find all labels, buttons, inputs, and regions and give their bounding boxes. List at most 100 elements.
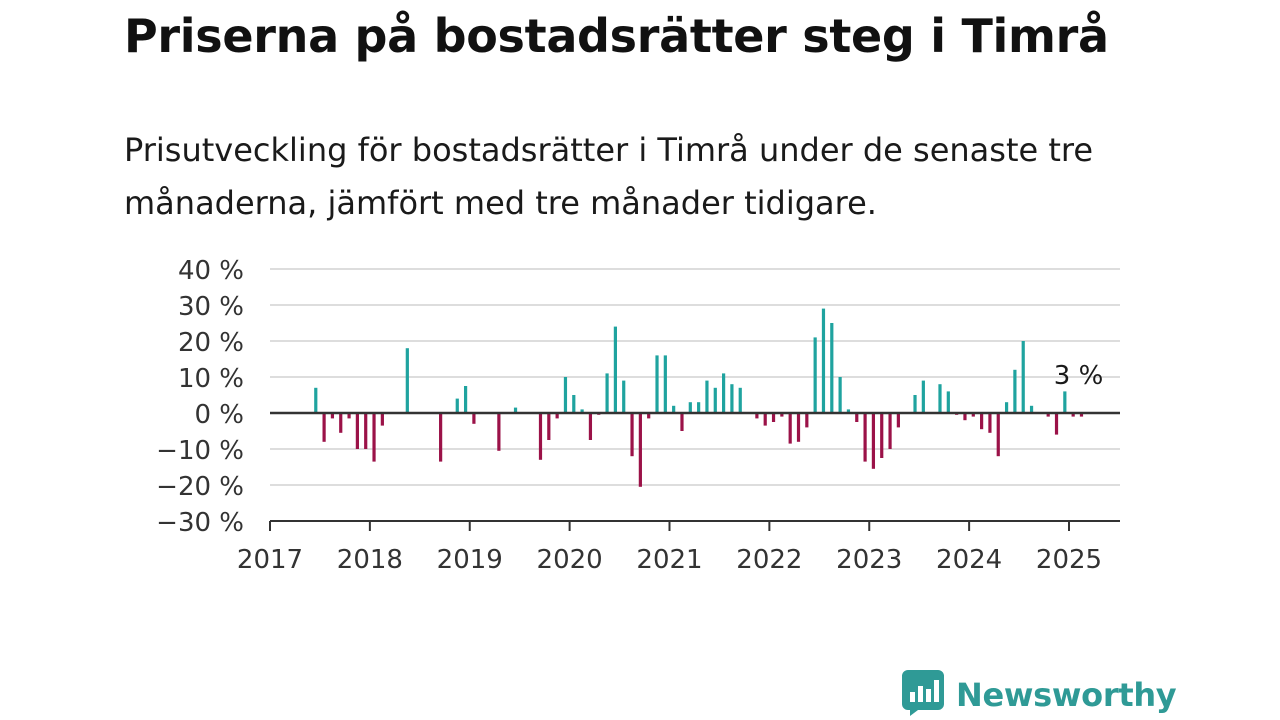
bar [405, 348, 409, 413]
bar [330, 413, 335, 419]
bar [547, 413, 551, 440]
bar [672, 405, 676, 413]
latest-value-annotation: 3 % [1054, 361, 1104, 391]
bar [971, 413, 975, 417]
bar [838, 377, 842, 413]
bar [1079, 413, 1084, 417]
bar [913, 395, 917, 413]
y-tick-label: −10 % [156, 436, 244, 466]
y-tick-label: 10 % [178, 364, 244, 394]
x-tick-label: 2024 [936, 545, 1002, 575]
bar [722, 373, 726, 413]
bar [988, 413, 992, 433]
x-tick-label: 2022 [736, 545, 802, 575]
axes [270, 411, 1120, 522]
y-tick-label: −30 % [156, 508, 244, 538]
bar [314, 387, 318, 413]
bar [980, 413, 984, 430]
bar [630, 413, 634, 457]
bar [455, 398, 459, 413]
bar [921, 380, 925, 413]
bar [705, 380, 709, 413]
x-tick-label: 2023 [836, 545, 902, 575]
bar [680, 413, 684, 431]
bar [355, 413, 359, 449]
bar [805, 413, 809, 428]
bar [322, 413, 326, 442]
bar [697, 402, 701, 413]
y-axis-ticks: 40 % 30 % 20 % 10 % 0 % −10 % −20 % −30 % [156, 256, 244, 538]
chart-subtitle: Prisutveckling för bostadsrätter i Timrå… [124, 131, 1094, 222]
bar [855, 413, 859, 422]
gridlines [270, 268, 1120, 486]
bar [613, 326, 617, 413]
bar [655, 355, 659, 413]
bar [439, 413, 443, 462]
bar [780, 413, 784, 417]
bar [896, 413, 900, 428]
y-tick-label: 30 % [178, 292, 244, 322]
y-tick-label: 40 % [178, 256, 244, 286]
bar [1004, 402, 1009, 413]
bar [771, 413, 776, 422]
bar [1029, 405, 1034, 413]
bar [572, 395, 576, 413]
chart-title: Priserna på bostadsrätter steg i Timrå [124, 9, 1109, 63]
newsworthy-logo: Newsworthy [902, 670, 1177, 720]
bar [713, 387, 717, 413]
bar [513, 407, 518, 413]
x-tick-label: 2018 [337, 545, 403, 575]
bar [1046, 413, 1050, 417]
bar [755, 413, 759, 419]
bar [1013, 369, 1017, 413]
bar [813, 337, 817, 413]
bar [796, 413, 801, 442]
bar [863, 413, 867, 462]
bar [880, 413, 884, 458]
bar [938, 384, 942, 413]
bar [339, 413, 343, 433]
bar [996, 413, 1000, 457]
bar [472, 413, 476, 424]
bar [738, 387, 742, 413]
x-axis-ticks: 2017 2018 2019 2020 2021 2022 2023 2024 2025 [237, 521, 1102, 575]
bar [663, 355, 667, 413]
newsworthy-logo-text: Newsworthy [956, 676, 1177, 714]
x-tick-label: 2020 [537, 545, 603, 575]
bar [555, 413, 559, 419]
bar [497, 413, 501, 451]
x-tick-label: 2021 [636, 545, 702, 575]
x-tick-label: 2017 [237, 545, 303, 575]
annotations: 3 % [1054, 361, 1104, 391]
bar [622, 380, 626, 413]
bar [1054, 413, 1059, 435]
bar [588, 413, 593, 440]
y-tick-label: 20 % [178, 328, 244, 358]
bar [580, 409, 584, 413]
y-tick-label: −20 % [156, 472, 244, 502]
bar [830, 323, 834, 413]
bar [347, 413, 351, 419]
bar [638, 413, 642, 487]
bar [888, 413, 892, 449]
bar [821, 308, 826, 413]
bar [963, 413, 967, 421]
bar [563, 377, 568, 413]
bar [1063, 391, 1067, 413]
bar [763, 413, 767, 426]
bar [788, 413, 792, 444]
bar [463, 386, 468, 413]
bar [688, 402, 692, 413]
bar [605, 373, 609, 413]
bar [1071, 413, 1075, 417]
bar [380, 413, 384, 426]
newsworthy-logo-icon [902, 670, 944, 720]
bar [1021, 341, 1025, 413]
bar [871, 413, 876, 469]
bar [538, 413, 543, 460]
bar [647, 413, 651, 419]
bar [372, 413, 376, 462]
bars [314, 308, 1084, 487]
bar [364, 413, 368, 449]
